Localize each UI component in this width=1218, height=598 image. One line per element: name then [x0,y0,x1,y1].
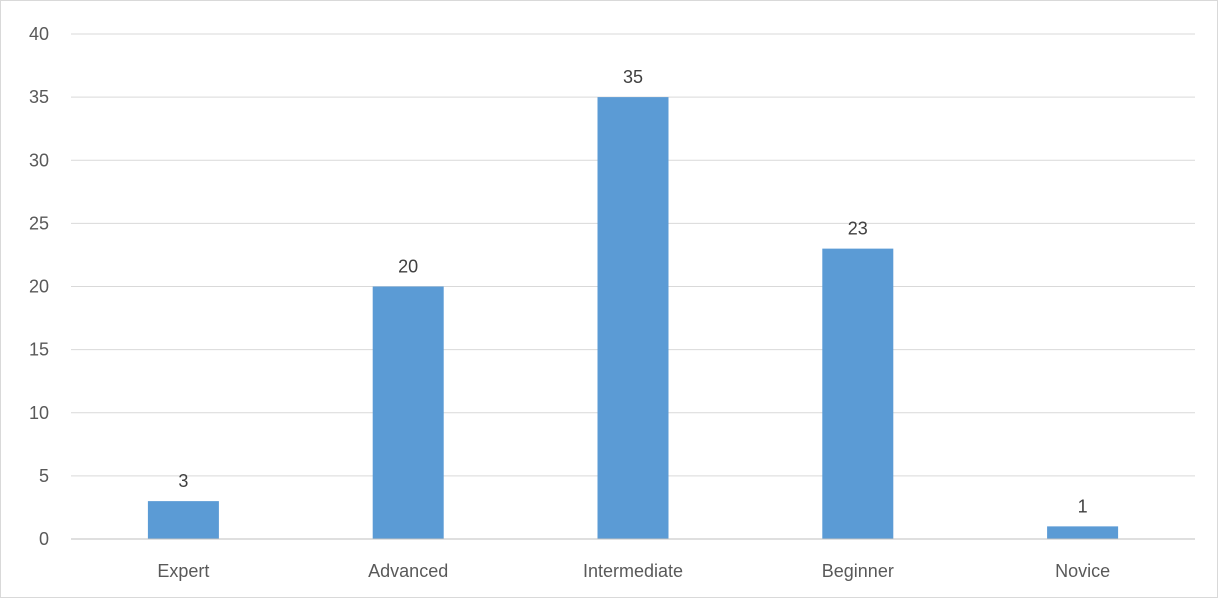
y-tick-label: 40 [29,24,49,44]
bars [148,97,1118,539]
data-label-expert: 3 [178,471,188,491]
bar-intermediate [598,97,669,539]
x-tick-label-expert: Expert [157,561,209,581]
x-tick-label-advanced: Advanced [368,561,448,581]
y-tick-label: 5 [39,466,49,486]
y-tick-label: 35 [29,87,49,107]
y-tick-label: 25 [29,213,49,233]
data-label-novice: 1 [1078,496,1088,516]
data-label-intermediate: 35 [623,67,643,87]
bar-advanced [373,287,444,540]
bar-beginner [822,249,893,539]
x-tick-label-novice: Novice [1055,561,1110,581]
y-axis-tick-labels: 0 5 10 15 20 25 30 35 40 [29,24,49,549]
x-tick-label-beginner: Beginner [822,561,894,581]
x-axis-tick-labels: Expert Advanced Intermediate Beginner Novice [157,561,1110,581]
y-tick-label: 30 [29,150,49,170]
data-label-beginner: 23 [848,219,868,239]
y-tick-label: 10 [29,403,49,423]
bar-expert [148,501,219,539]
y-tick-label: 0 [39,529,49,549]
data-label-advanced: 20 [398,257,418,277]
y-tick-label: 20 [29,277,49,297]
y-tick-label: 15 [29,340,49,360]
x-tick-label-intermediate: Intermediate [583,561,683,581]
bar-novice [1047,526,1118,539]
